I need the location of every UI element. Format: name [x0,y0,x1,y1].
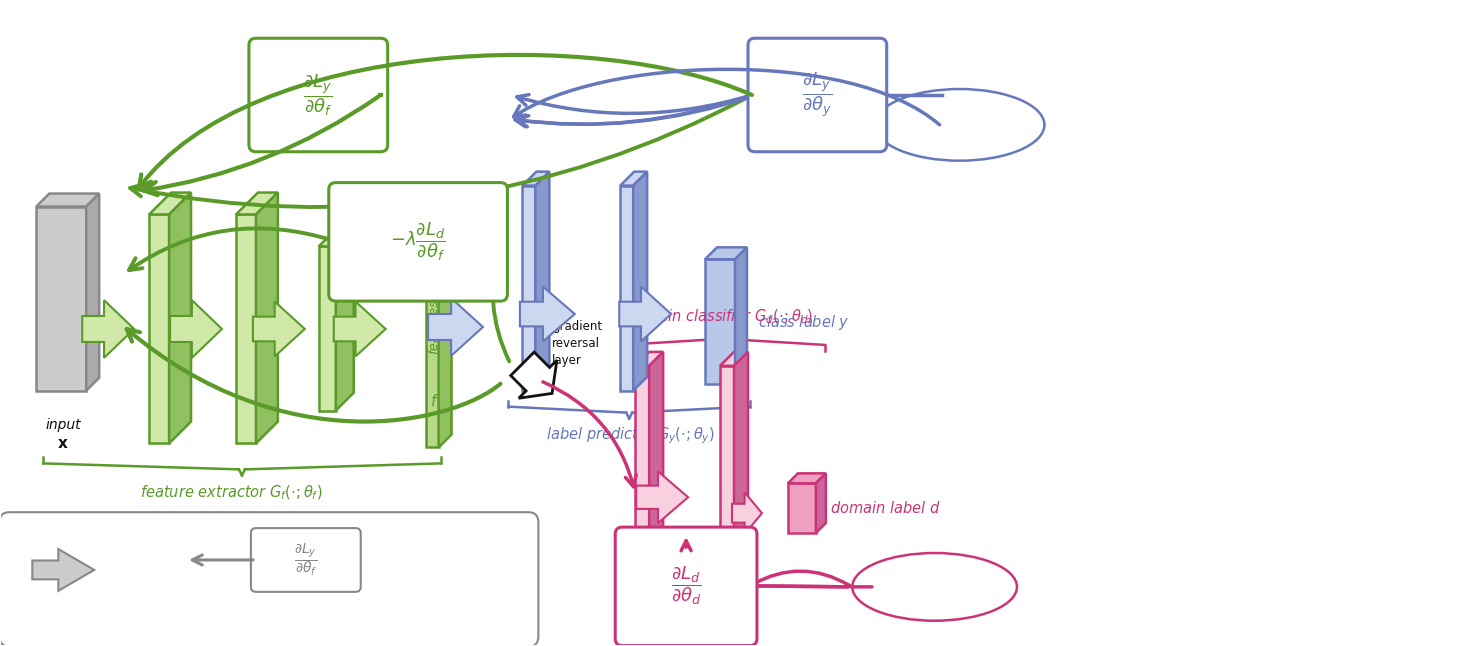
Polygon shape [427,298,483,356]
Polygon shape [736,247,747,384]
Polygon shape [522,172,550,185]
Polygon shape [318,229,354,246]
Polygon shape [170,193,192,444]
Polygon shape [535,172,550,391]
Text: class label $y$: class label $y$ [758,313,849,331]
Polygon shape [254,302,305,357]
Polygon shape [426,194,451,207]
Text: backprop (and produced derivatives): backprop (and produced derivatives) [198,599,444,612]
Text: $\dfrac{\partial L_d}{\partial \theta_d}$: $\dfrac{\partial L_d}{\partial \theta_d}… [671,565,702,607]
Polygon shape [149,193,192,214]
Polygon shape [789,483,815,533]
Text: forwardprop: forwardprop [22,599,105,612]
Ellipse shape [852,553,1017,621]
Polygon shape [256,193,279,444]
Text: gradient
reversal
layer: gradient reversal layer [553,320,603,368]
Text: $-\lambda\dfrac{\partial L_d}{\partial \theta_f}$: $-\lambda\dfrac{\partial L_d}{\partial \… [389,220,445,263]
Polygon shape [170,300,223,358]
Polygon shape [637,472,688,523]
Polygon shape [719,366,734,570]
Polygon shape [83,300,134,358]
Polygon shape [619,287,671,342]
Text: $\dfrac{\partial L_y}{\partial \theta_y}$: $\dfrac{\partial L_y}{\partial \theta_y}… [802,70,831,120]
Polygon shape [318,246,336,411]
Text: $\dfrac{\partial L_y}{\partial \theta_f}$: $\dfrac{\partial L_y}{\partial \theta_f}… [304,72,333,118]
Polygon shape [426,207,439,448]
FancyArrowPatch shape [139,55,752,188]
Polygon shape [32,549,94,591]
Text: label predictor $G_y(\cdot;\theta_y)$: label predictor $G_y(\cdot;\theta_y)$ [545,426,715,446]
Text: features: features [427,300,441,355]
Text: input: input [46,417,81,432]
Polygon shape [236,193,279,214]
Polygon shape [621,185,634,391]
Text: $\mathbf{x}$: $\mathbf{x}$ [57,435,69,450]
Polygon shape [439,194,451,448]
Text: feature extractor $G_f(\cdot;\theta_f)$: feature extractor $G_f(\cdot;\theta_f)$ [140,483,323,502]
Text: loss $L_d$: loss $L_d$ [909,578,960,596]
Polygon shape [705,259,736,384]
Polygon shape [815,474,825,533]
FancyBboxPatch shape [249,38,388,152]
Polygon shape [510,352,557,398]
Polygon shape [37,207,85,391]
FancyArrowPatch shape [127,329,501,422]
FancyBboxPatch shape [615,527,758,645]
Text: loss $L_y$: loss $L_y$ [935,114,985,135]
Polygon shape [520,287,575,342]
Text: $\dfrac{\partial L_y}{\partial \theta_f}$: $\dfrac{\partial L_y}{\partial \theta_f}… [295,542,317,578]
Polygon shape [635,352,663,366]
Text: domain label $d$: domain label $d$ [830,500,940,516]
FancyArrowPatch shape [513,69,939,125]
Polygon shape [789,474,825,483]
Polygon shape [733,492,762,534]
Ellipse shape [874,89,1045,161]
Polygon shape [336,229,354,411]
FancyBboxPatch shape [329,183,507,301]
Polygon shape [522,185,535,391]
Text: domain classifier $G_d(\cdot;\theta_d)$: domain classifier $G_d(\cdot;\theta_d)$ [626,307,814,326]
Polygon shape [719,352,747,366]
FancyBboxPatch shape [251,528,361,592]
FancyBboxPatch shape [747,38,887,152]
Polygon shape [621,172,647,185]
Polygon shape [705,247,747,259]
Polygon shape [634,172,647,391]
FancyBboxPatch shape [0,512,538,646]
Polygon shape [37,194,99,207]
Polygon shape [149,214,170,444]
Polygon shape [236,214,256,444]
Polygon shape [85,194,99,391]
Text: $f$: $f$ [430,393,439,409]
Polygon shape [635,366,649,570]
Polygon shape [734,352,747,570]
Polygon shape [649,352,663,570]
Polygon shape [333,302,386,357]
